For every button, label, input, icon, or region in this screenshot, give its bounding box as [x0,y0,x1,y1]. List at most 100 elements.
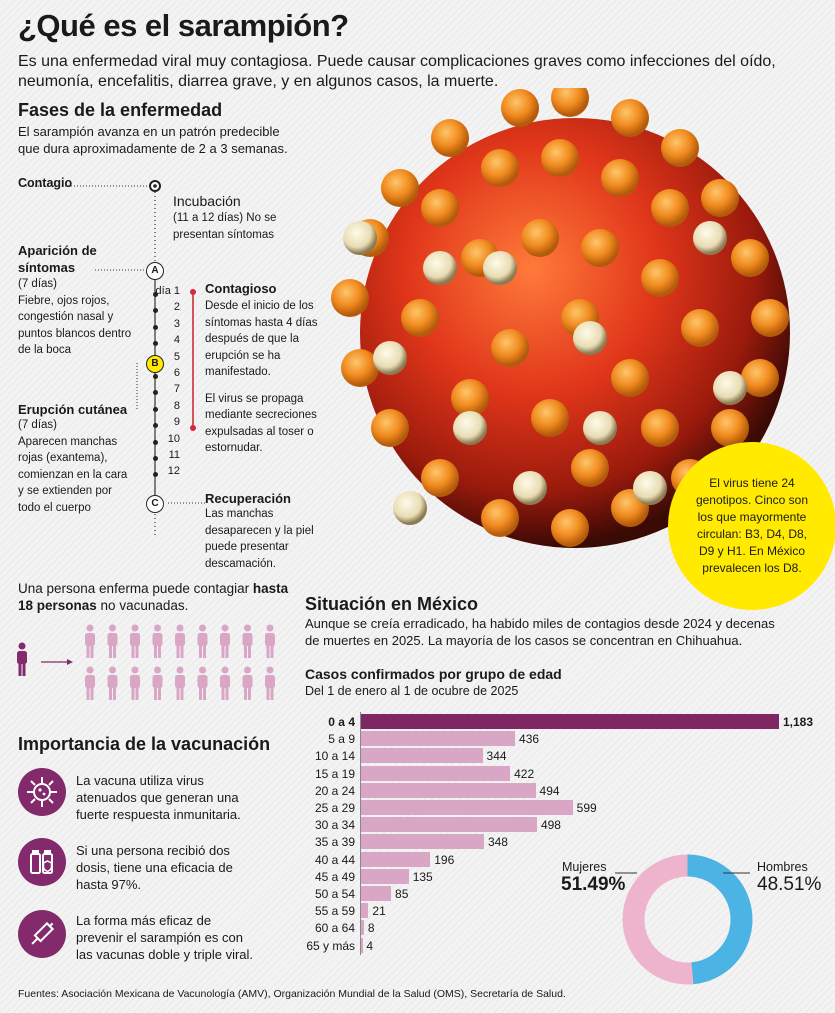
hombres-label: Hombres [757,860,808,874]
bar-value-label: 494 [539,783,560,798]
virus-knob [431,119,469,157]
day-dot [152,406,158,412]
contagion-text-c: no vacunadas. [96,598,189,613]
intro-text: Es una enfermedad viral muy contagiosa. … [18,53,776,90]
virus-knob [693,221,727,255]
virus-knob [641,409,679,447]
bar-value-label: 8 [367,921,375,936]
marker-a: A [146,262,164,280]
bar [361,765,511,781]
bar [361,920,364,936]
day-dot [152,292,158,297]
day-dot [152,439,158,445]
unvaccinated-person-icon [265,624,275,658]
day-dot [152,374,158,379]
aparicion-desc: Fiebre, ojos rojos, congestión nasal y p… [18,294,132,357]
day-label: 9 [173,416,180,429]
mujeres-label: Mujeres [562,860,607,874]
virus-knob [713,371,747,405]
contagion-text-a: Una persona enferma puede contagiar [18,581,253,596]
bar-category-label: 40 a 44 [314,852,355,867]
day-label: 11 [168,449,180,461]
virus-knob [573,321,607,355]
marker-c: C [146,495,164,513]
arrow-icon [41,659,73,665]
unvaccinated-person-icon [107,624,118,658]
bar [361,834,484,850]
bar [361,731,516,747]
aparicion-block: Aparición de síntomas (7 días) Fiebre, o… [18,242,138,359]
virus-knob [711,409,749,447]
virus-knob [541,139,579,177]
virus-knob [611,99,649,137]
day-dot [152,472,158,478]
virus-knob [601,159,639,197]
aparicion-days: (7 días) [18,278,57,290]
erupcion-desc: Aparecen manchas rojas (exantema), comie… [18,435,128,514]
bar-chart-title: Casos confirmados por grupo de edad [305,666,562,682]
virus-knob [341,349,379,387]
unvaccinated-person-icon [175,624,185,658]
bar [361,748,483,764]
bar [361,714,779,729]
measles-virus-illustration [331,88,790,548]
bar-category-label: 35 a 39 [314,835,355,850]
virus-knob [381,169,419,207]
situation-text: Aunque se creía erradicado, ha habido mi… [305,616,775,648]
bar-category-label: 50 a 54 [314,887,355,901]
unvaccinated-person-icon [220,624,230,658]
bar-value-label: 4 [366,938,374,953]
virus-knob [641,259,679,297]
unvaccinated-person-icon [107,666,118,700]
page-title: ¿Qué es el sarampión? [18,8,349,43]
bar [361,886,392,901]
bar [361,782,536,798]
day-dot [152,341,158,347]
vaccination-text-2: Si una persona recibió dos dosis, tiene … [76,843,233,892]
unvaccinated-person-icon [130,624,140,658]
contagio-label: Contagio [18,176,73,190]
unvaccinated-person-icon [242,624,253,658]
bar [361,800,573,815]
virus-knob [453,411,487,445]
unvaccinated-person-icon [197,666,208,700]
virus-knob [421,189,459,227]
phases-subtitle: El sarampión avanza en un patrón predeci… [18,124,288,156]
unvaccinated-person-icon [197,624,208,658]
situation-heading: Situación en México [305,594,479,614]
virus-knob [661,129,699,167]
bar-value-label: 348 [487,835,508,850]
bar-value-label: 135 [412,869,433,884]
bar [361,903,369,919]
virus-knob [611,359,649,397]
virus-knob [401,299,439,337]
bar-chart-axis [360,712,361,955]
bar-value-label: 196 [434,852,455,867]
unvaccinated-person-icon [130,666,140,700]
incubacion-title: Incubación [173,193,241,209]
virus-knob [521,219,559,257]
bar [361,937,363,953]
virus-knob [551,509,589,547]
bar-category-label: 0 a 4 [328,715,355,729]
bar-value-label: 599 [576,801,597,815]
bar [361,868,409,884]
bar-value-label: 498 [540,818,561,833]
erupcion-block: Erupción cutánea (7 días) Aparecen manch… [18,402,133,516]
virus-knob [751,299,789,337]
donut-leader-lines [615,872,750,874]
genotypes-callout: El virus tiene 24 genotipos. Cinco son l… [668,442,835,610]
syringe-icon [18,910,66,958]
unvaccinated-person-icon [85,666,95,700]
genotypes-text: El virus tiene 24 genotipos. Cinco son l… [695,476,809,575]
day-label: 6 [173,367,180,379]
sources: Fuentes: Asociación Mexicana de Vacunolo… [18,988,566,1000]
virus-knob [701,179,739,217]
unvaccinated-person-icon [85,624,95,658]
virus-knob [741,359,779,397]
virus-knob [513,471,547,505]
unvaccinated-person-icon [152,666,163,700]
virus-icon [18,768,66,816]
virus-knob [491,329,529,367]
bar-category-label: 5 a 9 [328,732,355,747]
